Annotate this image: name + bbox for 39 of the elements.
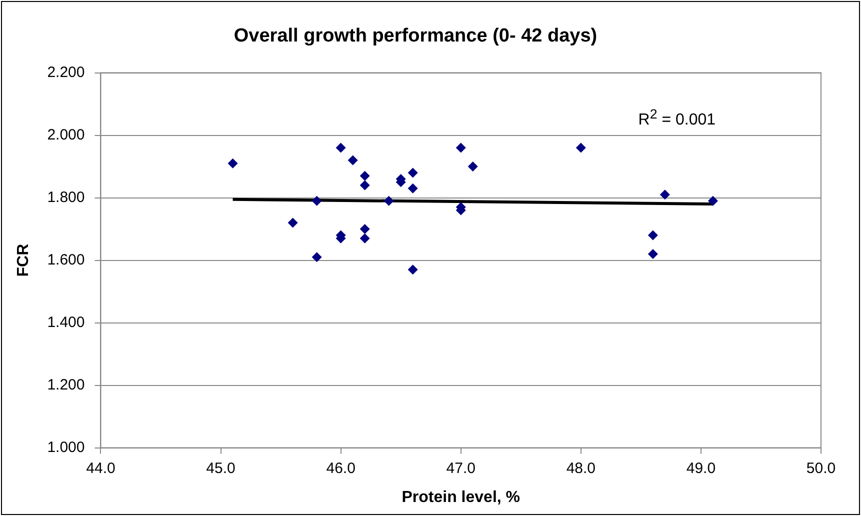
- y-tick-label: 2.000: [47, 126, 85, 144]
- x-tick-label: 49.0: [686, 460, 716, 477]
- chart-title: Overall growth performance (0- 42 days): [234, 26, 598, 47]
- x-tick-label: 48.0: [566, 460, 596, 477]
- point: [708, 196, 718, 206]
- point: [408, 168, 418, 178]
- x-tick-label: 44.0: [86, 460, 116, 477]
- x-tick-label: 46.0: [326, 460, 356, 477]
- y-tick-label: 1.800: [47, 188, 85, 206]
- y-tick-label: 2.200: [47, 64, 85, 81]
- y-tick-label: 1.600: [47, 251, 85, 268]
- point: [360, 180, 370, 190]
- point: [312, 252, 322, 262]
- point: [576, 142, 586, 153]
- y-tick-label: 1.400: [47, 314, 85, 331]
- point: [288, 218, 298, 228]
- point: [468, 162, 478, 172]
- point: [660, 190, 670, 200]
- y-axis-title: FCR: [15, 243, 32, 277]
- point: [648, 249, 658, 260]
- point: [360, 224, 370, 234]
- point: [360, 170, 370, 181]
- point: [408, 264, 418, 275]
- annotation: R$^{2}$ = 0.001: [638, 106, 716, 130]
- point: [408, 183, 418, 194]
- x-tick-label: 50.0: [806, 460, 836, 477]
- x-tick-label: 45.0: [206, 460, 236, 477]
- y-tick-label: 1.000: [47, 438, 85, 456]
- x-axis-title: Protein level, %: [402, 488, 520, 506]
- point: [228, 158, 238, 168]
- point: [360, 233, 370, 244]
- point: [456, 142, 466, 153]
- point: [336, 142, 346, 153]
- point: [312, 196, 322, 206]
- point: [348, 155, 358, 166]
- y-tick-label: 1.200: [47, 376, 85, 394]
- point: [384, 196, 394, 206]
- point: [648, 230, 658, 240]
- x-tick-label: 47.0: [446, 460, 476, 477]
